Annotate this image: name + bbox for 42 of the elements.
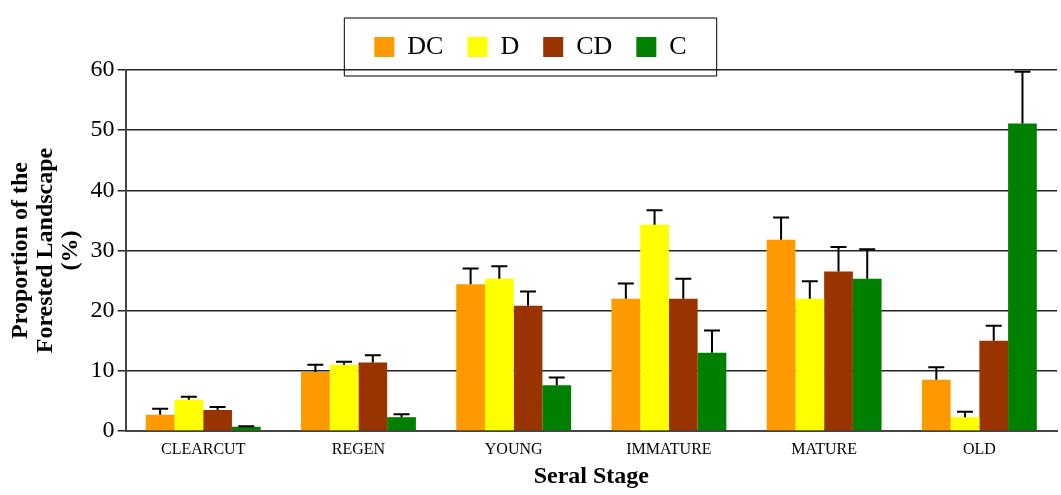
- bar: [542, 385, 572, 431]
- bar: [387, 417, 416, 431]
- x-tick-label: OLD: [962, 439, 996, 457]
- bar: [484, 278, 514, 431]
- bar: [921, 379, 951, 431]
- legend-label: C: [669, 30, 687, 60]
- x-tick-label: MATURE: [791, 439, 858, 457]
- x-tick-label: IMMATURE: [626, 439, 712, 457]
- x-tick-label: CLEARCUT: [160, 439, 246, 457]
- bar: [979, 340, 1009, 431]
- bar: [203, 409, 232, 431]
- bar: [1008, 123, 1037, 431]
- legend-label: DC: [407, 30, 444, 60]
- y-axis-title: Proportion of the Forested Landscape (%): [5, 147, 83, 354]
- y-tick-label: 0: [102, 416, 115, 443]
- y-tick-label: 60: [90, 55, 115, 82]
- bar: [668, 298, 698, 431]
- bar: [795, 298, 825, 431]
- legend-label: D: [500, 30, 520, 60]
- bar: [950, 417, 980, 431]
- y-tick-label: 40: [90, 175, 115, 202]
- bar: [301, 372, 330, 431]
- bar: [145, 414, 175, 431]
- y-tick-label: 10: [90, 356, 115, 383]
- x-tick-label: REGEN: [331, 439, 386, 457]
- x-tick-label: YOUNG: [484, 439, 544, 457]
- bar: [358, 362, 388, 431]
- x-axis-title: Seral Stage: [533, 461, 650, 488]
- bar: [766, 239, 796, 431]
- y-tick-label: 30: [90, 235, 115, 262]
- bar: [456, 284, 485, 431]
- bar: [329, 364, 359, 431]
- legend-label: CD: [576, 30, 613, 60]
- bar: [697, 352, 727, 431]
- bar: [852, 278, 882, 431]
- bar: [513, 305, 543, 431]
- bar: [611, 298, 641, 431]
- y-tick-label: 50: [90, 115, 115, 142]
- y-tick-label: 20: [90, 295, 115, 322]
- bar: [174, 399, 204, 431]
- bar: [824, 271, 853, 431]
- bar: [640, 224, 669, 431]
